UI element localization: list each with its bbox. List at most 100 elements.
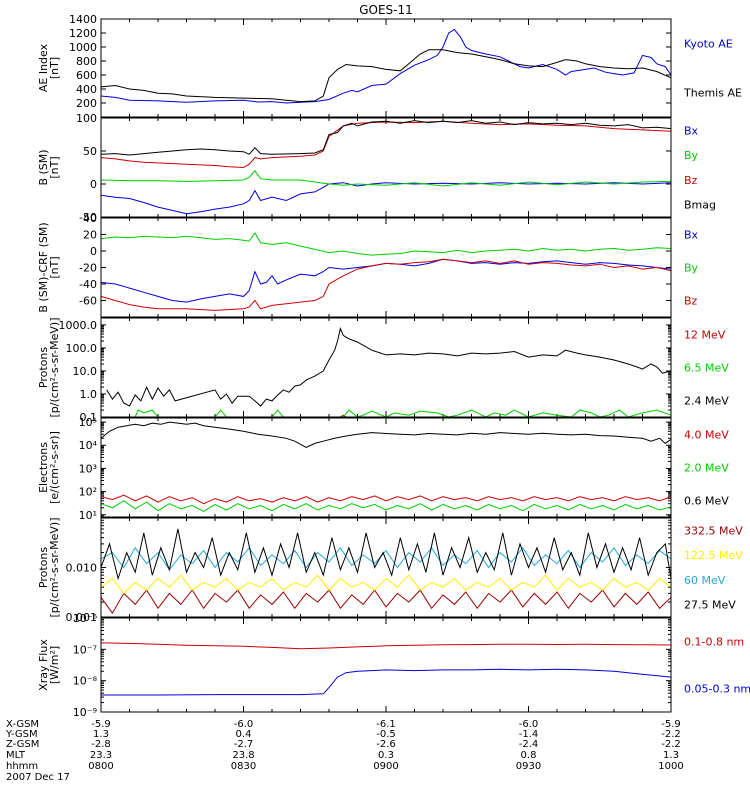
legend-entry: Bz (684, 295, 698, 308)
series-line-2-4-mev (106, 326, 672, 407)
y-tick-label: 0 (90, 245, 97, 258)
footer-value: -5.9 (91, 719, 111, 730)
footer-row-label: hhmm (6, 761, 38, 772)
y-axis-label-line: [p/(cm²-s-sr-MeV)] (48, 518, 61, 618)
series-line-bz (100, 258, 672, 311)
series-line-bx (100, 258, 672, 303)
panel-frame (100, 417, 672, 518)
legend-entry: Themis AE (683, 87, 742, 100)
y-axis-label: Protons[p/(cm²-s-sr-MeV)] (37, 318, 61, 418)
panel-protons_high: 0.001 0.010 Protons[p/(cm²-s-sr-MeV)] 332.5… (37, 517, 743, 624)
series-line-0-05-0-3-nm (101, 668, 672, 696)
footer-value: -2.4 (519, 739, 539, 750)
footer-value: -0.5 (376, 729, 396, 740)
panel-frame (100, 217, 672, 318)
footer-value: -6.0 (519, 719, 539, 730)
panel-frame (100, 117, 672, 218)
panel-xray: 10⁻⁹ 10⁻⁸ 10⁻⁷ 10⁻⁶ Xray Flux[W/m²] 0.1-0.8 n… (37, 612, 750, 719)
footer-value: 0.4 (236, 729, 252, 740)
series-line-4-0-mev (100, 494, 672, 505)
y-tick-label: 400 (76, 83, 97, 96)
footer-value: 0900 (373, 761, 398, 772)
footer-value: 23.3 (90, 750, 112, 761)
y-tick-label: 1200 (69, 27, 97, 40)
series-line-27-5-mev (100, 528, 672, 581)
footer-value: -2.2 (661, 729, 681, 740)
y-tick-label: 40 (83, 212, 97, 225)
series-line-122-5-mev (100, 574, 672, 595)
y-tick-label: 0 (90, 178, 97, 191)
y-axis-label: B (SM)-CRF (SM)[nT] (37, 222, 61, 312)
panel-bdiff: -60 -40 -20 0 20 40 B (SM)-CRF (SM)[nT] Bx By Bz (37, 212, 699, 318)
legend-entry: 122.5 MeV (684, 549, 743, 562)
y-tick-label: 800 (76, 55, 97, 68)
y-tick-label: 0.1 (80, 411, 98, 424)
y-tick-label: 1.0 (80, 388, 98, 401)
y-tick-label: 10¹ (79, 509, 97, 522)
y-tick-label: -20 (79, 262, 97, 275)
footer-row-label: MLT (6, 750, 26, 761)
y-axis-label-line: [W/m²] (48, 646, 61, 684)
series-line-by (100, 231, 672, 256)
panel-electrons: 10¹ 10² 10³ 10⁴ 10⁵ Electrons[e/(cm²-s-sr)] 4.… (37, 416, 729, 522)
y-tick-label: 0.001 (66, 611, 98, 624)
y-axis-label: Electrons[e/(cm²-s-sr)] (37, 431, 61, 504)
y-tick-label: 10⁻⁸ (73, 675, 98, 688)
figure-title: GOES-11 (359, 3, 413, 17)
legend-entry: 0.1-0.8 nm (684, 636, 744, 649)
footer-value: 0.3 (378, 750, 394, 761)
footer-value: 0.8 (521, 750, 537, 761)
footer-value: 0930 (516, 761, 541, 772)
y-axis-label-line: [nT] (48, 57, 61, 79)
y-tick-label: 200 (76, 97, 97, 110)
y-axis-label: AE Index[nT] (37, 43, 61, 92)
footer-value: -5.9 (661, 719, 681, 730)
y-tick-label: 10⁻⁷ (73, 643, 97, 656)
panel-protons_low: 0.11.010.0100.01000.0Protons[p/(cm²-s-sr… (37, 317, 729, 424)
y-tick-label: 100 (76, 112, 97, 125)
footer-value: -6.0 (234, 719, 254, 730)
legend-entry: 4.0 MeV (684, 429, 729, 442)
y-tick-label: 10⁻⁹ (73, 706, 97, 719)
y-tick-label: 10² (79, 486, 97, 499)
panel-frame (100, 317, 672, 418)
legend-entry: 6.5 MeV (684, 362, 729, 375)
legend-entry: 2.0 MeV (684, 462, 729, 475)
y-axis-label-line: Electrons (37, 442, 50, 493)
y-axis-label-line: [e/(cm²-s-sr)] (48, 431, 61, 504)
series-line-bz (100, 120, 672, 169)
y-axis-label-line: B (SM)-CRF (SM) (37, 222, 50, 312)
y-tick-label: -40 (79, 278, 97, 291)
series-line-6-5-mev (134, 409, 672, 418)
legend-entry: Bz (684, 174, 698, 187)
footer-value: -2.8 (91, 739, 111, 750)
legend-entry: Bx (684, 124, 699, 137)
footer-row-label: X-GSM (6, 719, 39, 730)
series-line-332-5-mev (100, 589, 672, 615)
footer-value: 1000 (658, 761, 683, 772)
legend-entry: 2.4 MeV (684, 395, 729, 408)
y-axis-label: Xray Flux[W/m²] (37, 639, 61, 691)
series-line-by (100, 169, 672, 187)
y-axis-label-line: [p/(cm²-s-sr-MeV)] (48, 318, 61, 418)
y-axis-label-line: [nT] (48, 156, 61, 178)
y-tick-label: 0.010 (66, 562, 98, 575)
legend-entry: Bmag (684, 199, 716, 212)
y-axis-label-line: Xray Flux (37, 639, 50, 691)
y-axis-label: B (SM)[nT] (37, 149, 61, 185)
y-axis-label: Protons[p/(cm²-s-sr-MeV)] (37, 518, 61, 618)
y-tick-label: 20 (83, 229, 97, 242)
y-tick-label: 1000 (69, 41, 97, 54)
y-axis-label-line: Protons (37, 547, 50, 588)
y-axis-label-line: [nT] (48, 256, 61, 278)
series-line-kyoto-ae (100, 28, 672, 104)
footer-value: -2.6 (376, 739, 396, 750)
series-line-12-mev (340, 414, 347, 418)
footer-value: 0830 (231, 761, 256, 772)
y-tick-label: -50 (79, 211, 97, 224)
series-line-bmag (100, 120, 672, 156)
series-line-0-1-0-8-nm (100, 642, 672, 650)
legend-entry: By (684, 149, 699, 162)
